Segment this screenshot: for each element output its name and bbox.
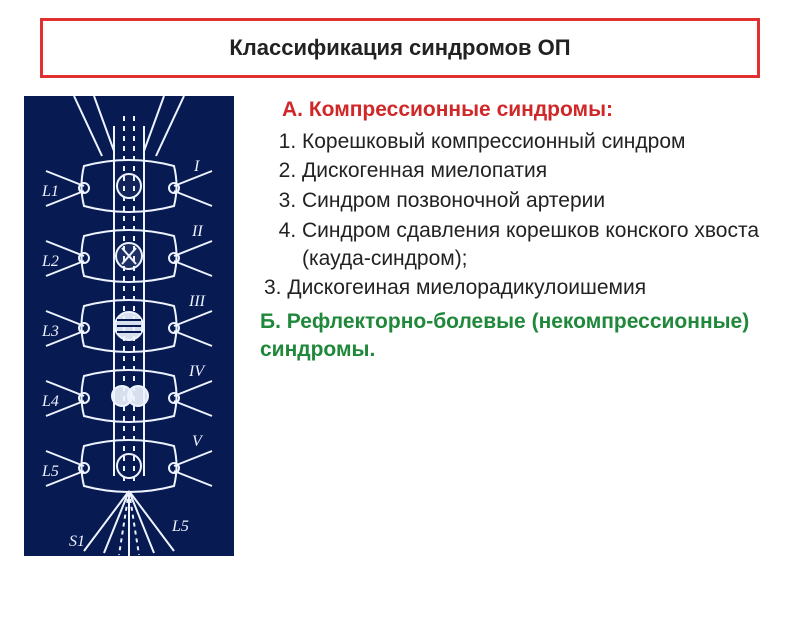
list-item: Дискогенная миелопатия (302, 157, 776, 185)
svg-text:L5: L5 (171, 518, 189, 535)
text-column: А. Компрессионные синдромы: Корешковый к… (252, 96, 776, 556)
svg-text:L5: L5 (41, 463, 59, 480)
svg-text:III: III (188, 293, 206, 310)
section-a-extra-item: 3. Дискогеиная миелорадикулоишемия (264, 274, 776, 302)
svg-text:L3: L3 (41, 323, 59, 340)
svg-text:L2: L2 (41, 253, 59, 270)
svg-text:L4: L4 (41, 393, 59, 410)
page-title: Классификация синдромов ОП (229, 35, 570, 60)
svg-text:S1: S1 (69, 533, 85, 550)
section-b-heading: Б. Рефлекторно-болевые (некомпрессионные… (260, 308, 776, 363)
section-a-heading: А. Компрессионные синдромы: (282, 96, 776, 124)
svg-text:IV: IV (188, 363, 206, 380)
section-a-list: Корешковый компрессионный синдром Диског… (282, 128, 776, 273)
svg-text:II: II (191, 223, 203, 240)
list-item: Корешковый компрессионный синдром (302, 128, 776, 156)
list-item: Синдром позвоночной артерии (302, 187, 776, 215)
title-box: Классификация синдромов ОП (40, 18, 760, 78)
list-item: Синдром сдавления корешков конского хвос… (302, 217, 776, 272)
svg-text:L1: L1 (41, 183, 59, 200)
svg-text:I: I (193, 158, 200, 175)
spine-diagram: L1 L2 L3 L4 L5 I II III IV V S1 L5 (24, 96, 234, 556)
spine-svg: L1 L2 L3 L4 L5 I II III IV V S1 L5 (24, 96, 234, 556)
content-area: L1 L2 L3 L4 L5 I II III IV V S1 L5 А. Ко… (24, 96, 776, 556)
